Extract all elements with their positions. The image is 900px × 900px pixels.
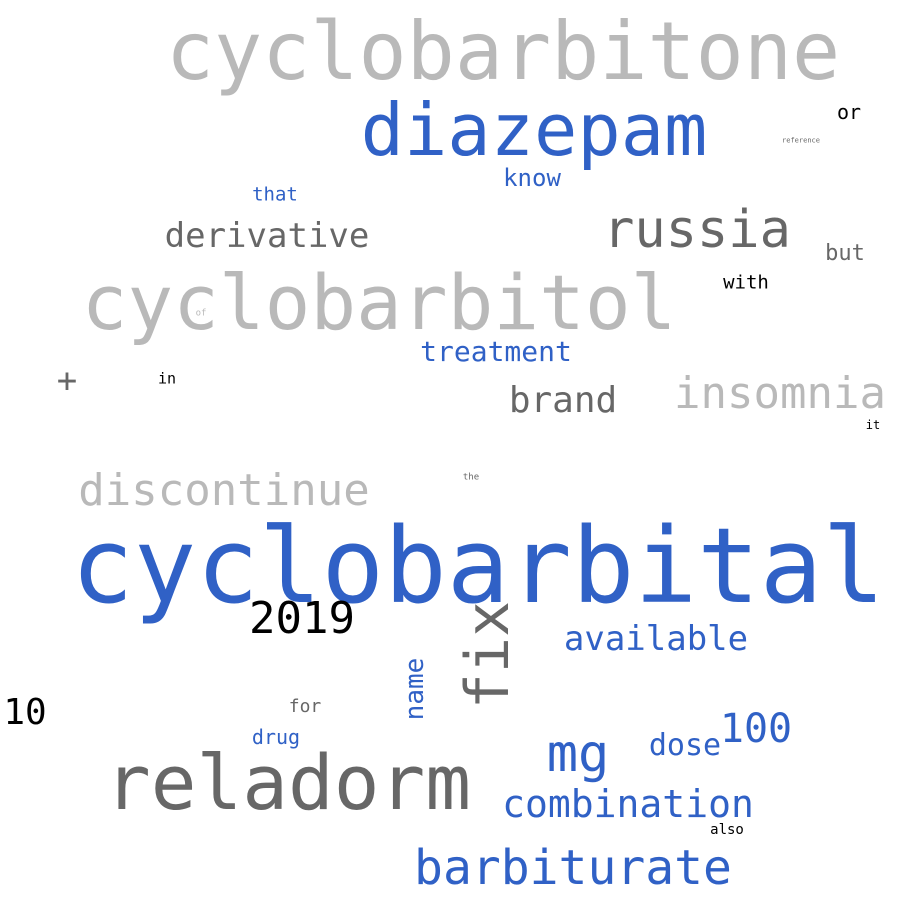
word-discontinue: discontinue [78,465,370,516]
word-know: know [503,164,561,192]
word-plus: + [56,361,78,401]
word-cyclobarbitone: cyclobarbitone [165,5,841,98]
word-of: of [195,308,207,319]
word-drug: drug [251,725,301,749]
word-cyclobarbitol: cyclobarbitol [81,258,677,347]
word-dose: dose [648,728,722,763]
word-with: with [723,271,769,294]
word-10: 10 [3,692,47,733]
word-combination: combination [502,782,754,826]
word-available: available [563,619,749,659]
word-name: name [400,657,430,721]
word-mg: mg [546,724,610,784]
word-derivative: derivative [164,216,370,256]
word-the: the [462,472,480,483]
word-but: but [825,241,865,266]
word-2019: 2019 [249,593,355,644]
word-it: it [865,418,881,432]
word-in: in [157,369,177,388]
word-or: or [836,100,862,124]
word-that: that [252,183,298,206]
word-diazepam: diazepam [360,88,708,172]
word-reference: reference [782,136,820,145]
word-brand: brand [508,380,618,421]
word-100: 100 [719,706,793,752]
word-russia: russia [603,200,791,260]
word-insomnia: insomnia [674,368,886,419]
word-fix: fix [453,600,523,710]
word-also: also [710,822,744,838]
word-reladorm: reladorm [104,738,472,827]
word-barbiturate: barbiturate [414,840,732,896]
word-treatment: treatment [420,335,572,368]
word-cyclobarbital: cyclobarbital [71,505,885,627]
word-for: for [288,696,322,717]
